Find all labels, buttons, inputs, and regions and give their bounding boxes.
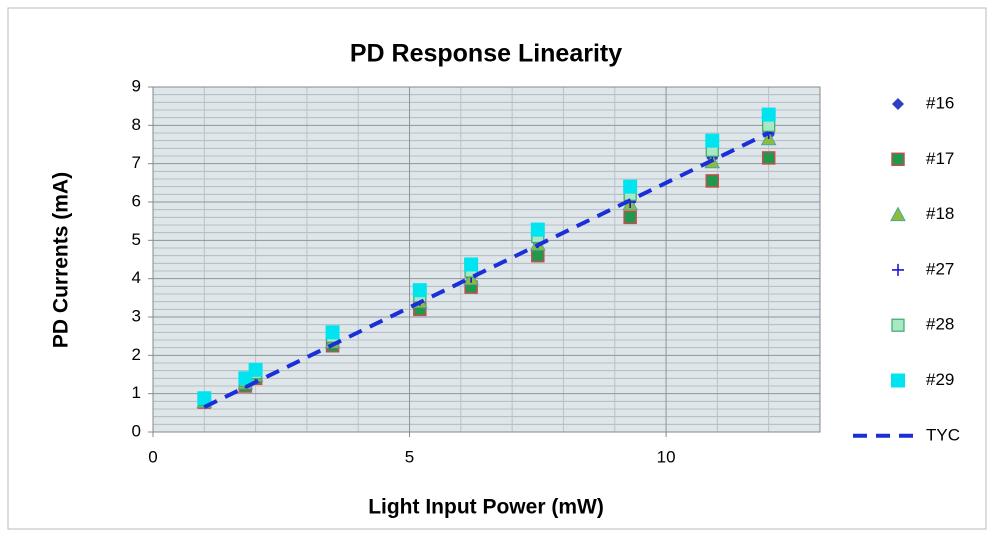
marker-square (705, 174, 720, 188)
legend-label: #27 (926, 259, 954, 278)
y-tick-label: 7 (132, 153, 141, 172)
legend-label: TYC (926, 425, 960, 444)
x-tick-label: 0 (148, 447, 157, 466)
legend-label: #29 (926, 370, 954, 389)
marker-square (705, 133, 720, 148)
y-tick-label: 2 (132, 345, 141, 364)
marker-square (623, 179, 638, 194)
marker-square (891, 318, 905, 332)
marker-triangle (890, 206, 906, 222)
plot-border (152, 86, 821, 433)
y-tick-label: 6 (132, 191, 141, 210)
x-tick-label: 5 (405, 447, 414, 466)
x-axis-label: Light Input Power (mW) (368, 496, 604, 519)
legend-label: #28 (926, 315, 954, 334)
marker-square (325, 325, 340, 340)
marker-square (891, 152, 905, 167)
chart-title: PD Response Linearity (350, 40, 622, 68)
marks (196, 107, 777, 409)
marker-square (531, 248, 545, 263)
legend: #16 #17 #18 #27 #28 #29 TYC (853, 93, 960, 444)
x-tick-label: 10 (657, 447, 676, 466)
marker-square (197, 391, 212, 406)
legend-label: #17 (926, 149, 954, 168)
marker-square (248, 362, 263, 377)
marker-square (464, 257, 479, 272)
marker-square (891, 373, 905, 388)
marker-square (530, 222, 545, 237)
y-tick-label: 5 (132, 230, 141, 249)
y-tick-label: 4 (132, 268, 141, 287)
grid: 0 1 2 3 4 5 6 7 8 9 0 5 10 (132, 76, 821, 466)
y-tick-label: 0 (132, 421, 141, 440)
trend-line (203, 131, 770, 409)
marker-square (761, 107, 776, 122)
y-tick-label: 9 (132, 76, 141, 95)
y-axis-label: PD Currents (mA) (50, 172, 73, 348)
marker-square (623, 210, 637, 225)
y-tick-label: 3 (132, 306, 141, 325)
marker-square (412, 283, 427, 298)
marker-plus (892, 263, 904, 276)
marker-diamond (892, 98, 904, 110)
y-tick-label: 1 (132, 383, 141, 402)
y-tick-label: 8 (132, 115, 141, 134)
legend-label: #16 (926, 93, 954, 112)
marker-square (761, 151, 776, 165)
legend-label: #18 (926, 204, 954, 223)
